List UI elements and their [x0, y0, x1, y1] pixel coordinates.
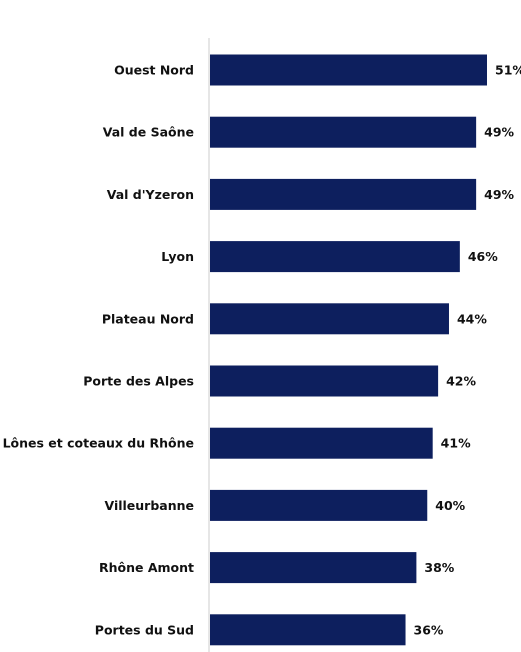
- value-label: 44%: [457, 311, 487, 326]
- value-label: 41%: [441, 436, 471, 451]
- value-label: 36%: [414, 622, 444, 637]
- category-label: Villeurbanne: [104, 498, 194, 513]
- bar: [210, 178, 477, 210]
- value-label: 42%: [446, 374, 476, 389]
- bar: [210, 54, 487, 86]
- value-labels: 51% 49% 49% 46% 44% 42% 41% 40% 38% 36%: [414, 63, 521, 638]
- bar: [210, 552, 417, 584]
- category-labels: Ouest Nord Val de Saône Val d'Yzeron Lyon Pl…: [3, 63, 194, 638]
- category-label: Val de Saône: [103, 125, 194, 140]
- category-label: Lyon: [161, 249, 194, 264]
- category-label: Portes du Sud: [95, 622, 194, 637]
- value-label: 46%: [468, 249, 498, 264]
- bar: [210, 241, 460, 273]
- category-label: Val d'Yzeron: [107, 187, 194, 202]
- category-label: Ouest Nord: [114, 63, 194, 78]
- bar: [210, 614, 406, 646]
- value-label: 38%: [424, 560, 454, 575]
- value-label: 40%: [435, 498, 465, 513]
- bar: [210, 427, 433, 459]
- bar: [210, 303, 449, 335]
- bar: [210, 365, 439, 397]
- bar: [210, 116, 477, 148]
- category-label: Lônes et coteaux du Rhône: [3, 436, 194, 451]
- value-label: 49%: [484, 125, 514, 140]
- bars: [210, 54, 487, 646]
- category-label: Rhône Amont: [99, 560, 194, 575]
- category-label: Plateau Nord: [102, 311, 194, 326]
- value-label: 49%: [484, 187, 514, 202]
- category-label: Porte des Alpes: [83, 374, 194, 389]
- bar: [210, 489, 428, 521]
- value-label: 51%: [495, 63, 521, 78]
